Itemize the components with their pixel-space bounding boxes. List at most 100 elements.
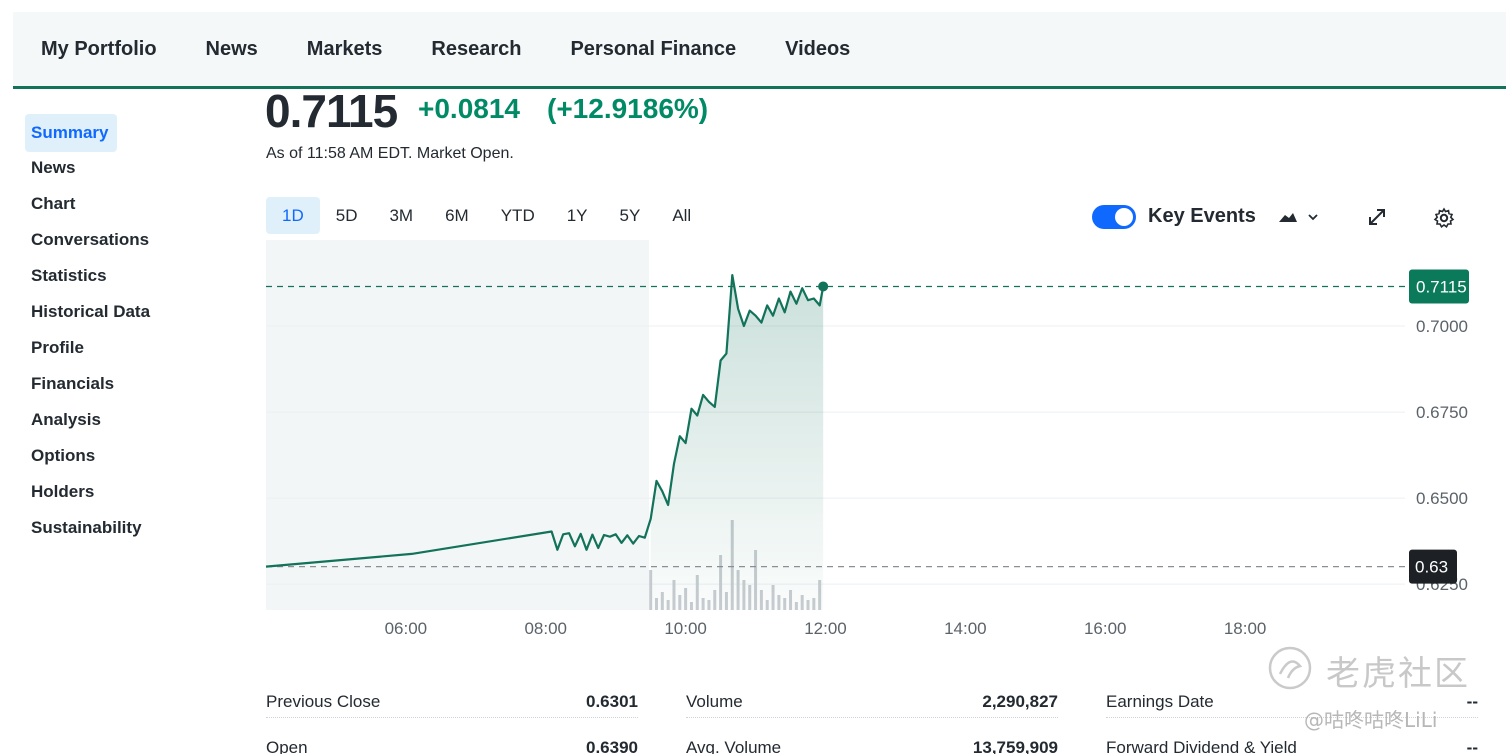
key-events-toggle[interactable] [1092,205,1136,229]
current-price: 0.7115 [265,85,398,137]
stat-open: Open 0.6390 [266,734,638,754]
as-of-timestamp: As of 11:58 AM EDT. Market Open. [266,145,514,162]
stat-label: Open [266,738,308,754]
current-price-badge [1409,269,1469,304]
volume-bar [684,588,688,610]
nav-videos[interactable]: Videos [785,37,851,60]
last-price-dot [818,281,829,292]
pre-market-shade [266,240,649,610]
volume-bar [689,602,693,610]
x-tick-label: 16:00 [1084,619,1127,638]
volume-bar [777,595,781,610]
x-tick-label: 18:00 [1224,619,1267,638]
nav-research[interactable]: Research [431,37,522,60]
gear-icon[interactable] [1432,206,1456,230]
sidebar-item-news[interactable]: News [31,158,76,177]
quote-sidebar: Summary News Chart Conversations Statist… [25,114,225,546]
volume-bar [818,580,822,610]
volume-bar [783,598,787,610]
y-tick-label: 0.6750 [1416,403,1468,422]
price-change: +0.0814 [418,93,520,124]
volume-bar [754,550,758,610]
price-line [265,274,825,568]
expand-icon[interactable] [1366,206,1388,228]
price-area [650,275,824,610]
volume-bar [771,585,775,610]
volume-bar [742,580,746,610]
volume-bar [800,595,804,610]
range-1y[interactable]: 1Y [566,206,588,225]
y-tick-label: 0.6250 [1416,575,1468,594]
sidebar-item-chart[interactable]: Chart [31,194,76,213]
volume-bar [654,598,658,610]
stat-value: -- [1466,692,1478,711]
volume-bar [736,570,740,610]
x-tick-label: 14:00 [944,619,987,638]
volume-bar [666,600,670,610]
chart-type-dropdown[interactable] [1277,207,1323,227]
volume-bar [672,580,676,610]
sidebar-item-statistics[interactable]: Statistics [31,266,107,285]
top-navigation: My Portfolio News Markets Research Perso… [13,12,1506,89]
stat-previous-close: Previous Close 0.6301 [266,688,638,718]
stat-label: Avg. Volume [686,738,782,754]
stat-value: 13,759,909 [972,738,1058,754]
y-tick-label: 0.6500 [1416,489,1468,508]
sidebar-item-financials[interactable]: Financials [31,374,115,393]
volume-bar [748,585,752,610]
range-1d[interactable]: 1D [266,197,320,234]
sidebar-item-sustainability[interactable]: Sustainability [31,518,142,537]
volume-bar [701,598,705,610]
stat-label: Previous Close [266,692,381,711]
range-5y[interactable]: 5Y [619,206,641,225]
sidebar-item-conversations[interactable]: Conversations [31,230,150,249]
range-6m[interactable]: 6M [445,206,469,225]
x-tick-label: 06:00 [385,619,428,638]
volume-bar [789,590,793,610]
volume-bar [678,595,682,610]
range-all[interactable]: All [672,206,692,225]
nav-news[interactable]: News [205,37,258,60]
range-ytd[interactable]: YTD [500,206,535,225]
volume-bar [695,575,699,610]
nav-personal-finance[interactable]: Personal Finance [570,37,737,60]
volume-bar [759,590,763,610]
sidebar-item-analysis[interactable]: Analysis [31,410,101,429]
volume-bar [724,592,728,610]
volume-bar [707,600,711,610]
range-5d[interactable]: 5D [335,206,358,225]
stat-earnings-date: Earnings Date -- [1106,688,1478,718]
chevron-down-icon [1308,214,1318,221]
sidebar-item-profile[interactable]: Profile [31,338,84,357]
mountain-chart-icon [1279,213,1297,222]
previous-close-badge-label: 0.63 [1415,558,1448,577]
x-tick-label: 10:00 [664,619,707,638]
sidebar-item-historical-data[interactable]: Historical Data [31,302,151,321]
current-price-badge-label: 0.7115 [1416,277,1467,296]
x-tick-label: 12:00 [804,619,847,638]
range-3m[interactable]: 3M [389,206,414,225]
key-events-label: Key Events [1148,205,1256,227]
sidebar-item-holders[interactable]: Holders [31,482,95,501]
x-tick-label: 08:00 [524,619,567,638]
volume-bar [765,600,769,610]
nav-my-portfolio[interactable]: My Portfolio [41,37,157,60]
previous-close-badge [1409,549,1457,584]
stat-avg-volume: Avg. Volume 13,759,909 [686,734,1058,754]
volume-bar [812,598,816,610]
stat-forward-dividend: Forward Dividend & Yield -- [1106,734,1478,754]
stat-label: Forward Dividend & Yield [1106,738,1297,754]
volume-bar [713,590,717,610]
volume-bar [806,600,810,610]
stat-volume: Volume 2,290,827 [686,688,1058,718]
volume-bar [719,555,723,610]
sidebar-item-summary[interactable]: Summary [25,114,117,152]
sidebar-item-options[interactable]: Options [31,446,96,465]
toggle-knob [1115,208,1133,226]
stat-value: -- [1466,738,1478,754]
stat-value: 2,290,827 [982,692,1058,711]
nav-markets[interactable]: Markets [306,37,383,60]
y-tick-label: 0.7000 [1416,317,1468,336]
volume-bar [649,570,653,610]
